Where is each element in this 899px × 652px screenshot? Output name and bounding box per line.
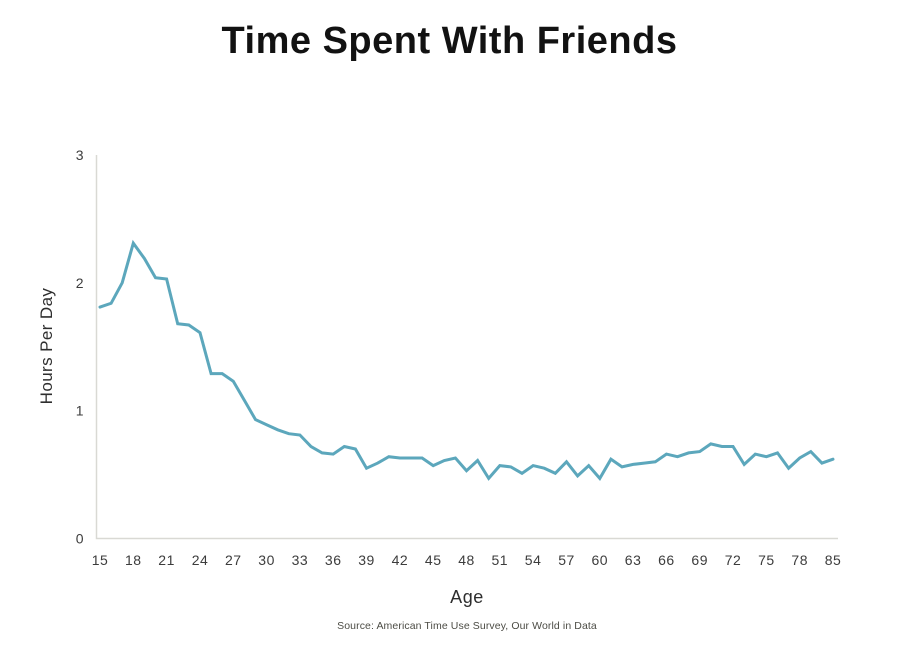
x-tick-label: 27	[225, 552, 242, 568]
y-tick-label: 1	[76, 403, 84, 419]
source-note: Source: American Time Use Survey, Our Wo…	[337, 620, 597, 632]
x-tick-label: 63	[625, 552, 642, 568]
y-tick-label: 0	[76, 531, 84, 547]
data-line-series	[98, 239, 835, 481]
axis-lines	[95, 155, 838, 540]
x-tick-label: 39	[358, 552, 375, 568]
x-tick-label: 45	[425, 552, 442, 568]
x-tick-label: 33	[292, 552, 309, 568]
y-tick-label: 2	[76, 275, 84, 291]
x-tick-label: 69	[691, 552, 708, 568]
x-tick-label: 54	[525, 552, 542, 568]
x-tick-label: 78	[791, 552, 808, 568]
x-tick-label: 36	[325, 552, 342, 568]
x-tick-label: 51	[492, 552, 509, 568]
x-tick-label: 72	[725, 552, 742, 568]
x-tick-label: 60	[592, 552, 609, 568]
x-tick-label: 21	[158, 552, 175, 568]
x-tick-label: 48	[458, 552, 475, 568]
x-tick-label: 57	[558, 552, 575, 568]
y-tick-label: 3	[76, 147, 84, 163]
chart-title: Time Spent With Friends	[221, 20, 678, 62]
x-tick-label: 85	[825, 552, 842, 568]
x-tick-label: 30	[258, 552, 275, 568]
x-axis-label: Age	[450, 587, 484, 607]
x-tick-label: 75	[758, 552, 775, 568]
x-tick-label: 24	[192, 552, 209, 568]
x-tick-label: 42	[392, 552, 409, 568]
x-tick-label: 18	[125, 552, 142, 568]
x-tick-label: 15	[92, 552, 109, 568]
x-tick-label: 66	[658, 552, 675, 568]
